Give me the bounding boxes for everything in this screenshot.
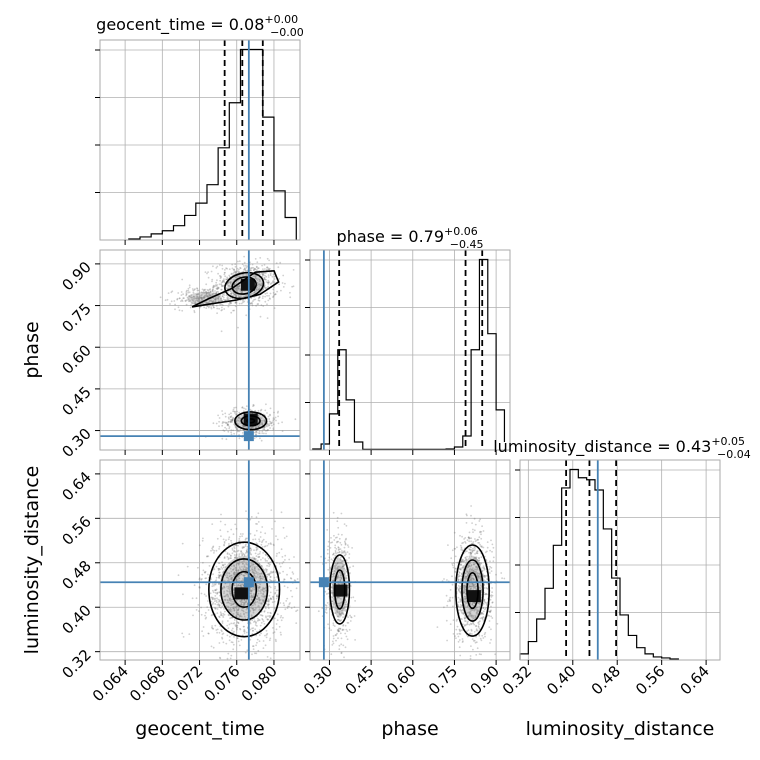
truth-marker [243, 577, 254, 588]
x-tick-label: 0.64 [677, 662, 713, 698]
contour-line [455, 544, 490, 637]
x-tick-label: 0.56 [632, 662, 668, 698]
x-axis-label-luminosity_distance: luminosity_distance [526, 718, 715, 740]
x-tick-label: 0.40 [543, 662, 579, 698]
x-tick-label: 0.080 [238, 662, 281, 705]
x-tick-label: 0.60 [383, 662, 419, 698]
axes-frame-phase [309, 249, 511, 451]
x-tick-label: 0.072 [163, 662, 206, 705]
y-axis-label-luminosity_distance: luminosity_distance [21, 466, 43, 655]
x-axis-label-phase: phase [381, 718, 438, 740]
contour-line [191, 269, 280, 308]
y-tick-label: 0.40 [58, 601, 94, 637]
x-tick-label: 0.30 [300, 662, 336, 698]
axes-frame-geocent_time-vs-luminosity_distance [99, 459, 301, 661]
panel-title-geocent_time: geocent_time = 0.08+0.00 −0.00 [96, 13, 304, 39]
density-fill [460, 555, 485, 620]
x-tick-label: 0.076 [200, 662, 243, 705]
y-tick-label: 0.30 [58, 425, 94, 461]
y-tick-label: 0.90 [58, 258, 94, 294]
y-tick-label: 0.64 [58, 468, 94, 504]
contour-line [220, 558, 269, 621]
x-tick-label: 0.75 [425, 662, 461, 698]
y-tick-label: 0.60 [58, 341, 94, 377]
axes-frame-phase-vs-luminosity_distance [309, 459, 511, 661]
x-tick-label: 0.32 [499, 662, 535, 698]
truth-marker [243, 431, 254, 442]
y-tick-label: 0.75 [58, 300, 94, 336]
x-tick-label: 0.064 [89, 662, 132, 705]
histogram-luminosity_distance [519, 468, 679, 660]
x-tick-label: 0.068 [126, 662, 169, 705]
contour-line [466, 571, 479, 610]
contour-line [329, 554, 351, 625]
contour-line [208, 541, 281, 638]
density-peak [240, 278, 255, 291]
contour-line [231, 570, 258, 609]
y-axis-label-phase: phase [21, 321, 43, 378]
x-tick-label: 0.48 [588, 662, 624, 698]
axes-frame-luminosity_distance [519, 459, 721, 661]
panel-title-phase: phase = 0.79+0.06 −0.45 [337, 225, 484, 251]
density-fill [187, 291, 221, 306]
axes-frame-geocent_time [99, 39, 301, 241]
y-tick-label: 0.32 [58, 646, 94, 682]
truth-marker [318, 577, 329, 588]
y-tick-label: 0.56 [58, 512, 94, 548]
contour-line [333, 569, 346, 610]
axes-frame-geocent_time-vs-phase [99, 249, 301, 451]
density-peak [234, 587, 249, 600]
contour-line [246, 418, 256, 424]
y-tick-label: 0.45 [58, 383, 94, 419]
x-tick-label: 0.45 [342, 662, 378, 698]
histogram-phase [312, 258, 506, 450]
contour-line [240, 415, 261, 427]
histogram-geocent_time [128, 48, 297, 240]
x-tick-label: 0.90 [467, 662, 503, 698]
panel-title-luminosity_distance: luminosity_distance = 0.43+0.05 −0.04 [493, 435, 751, 461]
contour-line [234, 411, 268, 431]
scatter-phase-vs-luminosity_distance [317, 505, 506, 660]
y-tick-label: 0.48 [58, 557, 94, 593]
x-axis-label-geocent_time: geocent_time [135, 718, 264, 740]
contour-line [461, 559, 484, 622]
